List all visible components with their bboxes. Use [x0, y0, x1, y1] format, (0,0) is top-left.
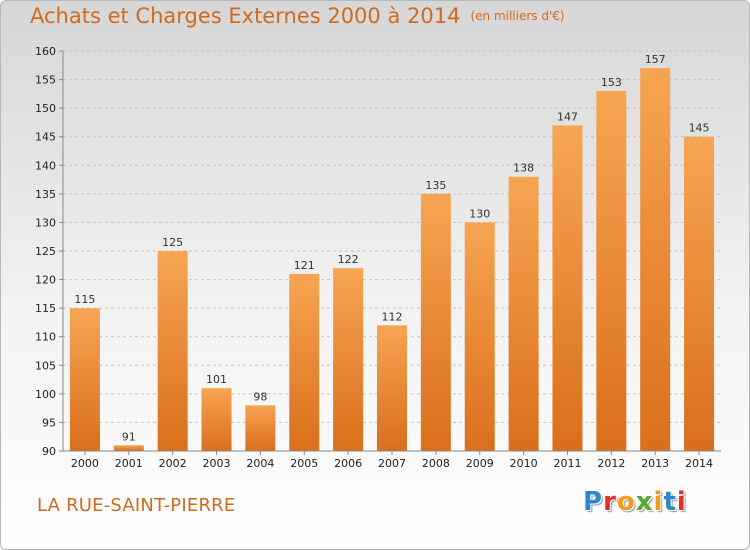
data-label: 130: [469, 207, 490, 220]
data-label: 122: [338, 253, 359, 266]
y-tick-label: 155: [35, 74, 56, 87]
x-tick-label: 2006: [334, 457, 362, 470]
y-tick-label: 100: [35, 388, 56, 401]
data-label: 101: [206, 373, 227, 386]
chart-title: Achats et Charges Externes 2000 à 2014 (e…: [30, 4, 565, 28]
data-label: 98: [253, 390, 267, 403]
x-tick-label: 2003: [203, 457, 231, 470]
data-label: 125: [162, 236, 183, 249]
x-tick-label: 2001: [115, 457, 143, 470]
bar: [377, 325, 407, 451]
y-tick-label: 140: [35, 159, 56, 172]
data-label: 121: [294, 259, 315, 272]
logo-letter: i: [676, 487, 687, 517]
y-tick-label: 160: [35, 45, 56, 58]
chart-title-text: Achats et Charges Externes 2000 à 2014: [30, 4, 461, 28]
y-tick-label: 150: [35, 102, 56, 115]
bar: [420, 193, 451, 451]
x-tick-label: 2012: [597, 457, 625, 470]
y-tick-label: 145: [35, 131, 56, 144]
y-tick-label: 90: [42, 445, 56, 458]
y-tick-label: 95: [42, 416, 56, 429]
data-labels: 115 91 125 101 98 121 122 112 135 130 138 147 153 157…: [74, 53, 709, 443]
x-tick-label: 2005: [290, 457, 318, 470]
y-tick-label: 120: [35, 274, 56, 287]
data-label: 147: [557, 110, 578, 123]
data-label: 112: [382, 310, 403, 323]
y-tick-label: 115: [35, 302, 56, 315]
x-tick-label: 2009: [466, 457, 494, 470]
bars: [69, 68, 715, 452]
x-tick-label: 2004: [246, 457, 274, 470]
x-tick-label: 2007: [378, 457, 406, 470]
data-label: 138: [513, 162, 534, 175]
proxiti-logo: Proxiti: [583, 487, 687, 517]
y-tick-label: 135: [35, 188, 56, 201]
x-tick-label: 2002: [159, 457, 187, 470]
bar: [464, 222, 495, 451]
data-label: 135: [425, 179, 446, 192]
bar: [289, 273, 320, 451]
y-tick-label: 105: [35, 359, 56, 372]
logo-letter: t: [663, 487, 677, 517]
logo-letter: o: [616, 487, 636, 517]
location-name: LA RUE-SAINT-PIERRE: [37, 495, 236, 516]
data-label: 91: [122, 430, 136, 443]
x-tick-label: 2008: [422, 457, 450, 470]
data-label: 153: [601, 76, 622, 89]
x-tick-label: 2000: [71, 457, 99, 470]
chart-subtitle: (en milliers d'€): [470, 9, 565, 23]
y-tick-label: 110: [35, 331, 56, 344]
y-axis-ticks: 90 95 100 105 110 115 120 125 130 135 140 145 150 155…: [35, 45, 63, 458]
bar: [113, 445, 144, 451]
logo-letter: P: [583, 487, 604, 517]
bar: [333, 268, 364, 451]
data-label: 145: [689, 122, 710, 135]
logo-letter: r: [603, 487, 617, 517]
bar: [201, 388, 232, 451]
bar: [596, 91, 627, 451]
y-tick-label: 125: [35, 245, 56, 258]
bar: [245, 405, 276, 451]
bar: [508, 176, 539, 451]
y-tick-label: 130: [35, 216, 56, 229]
x-axis-ticks: 2000 2001 2002 2003 2004 2005 2006 2007 2008 2009…: [71, 451, 713, 470]
bar: [552, 125, 583, 452]
data-label: 115: [74, 293, 95, 306]
logo-letter: x: [635, 487, 654, 517]
bar: [157, 251, 188, 451]
x-tick-label: 2010: [510, 457, 538, 470]
x-tick-label: 2013: [641, 457, 669, 470]
x-tick-label: 2014: [685, 457, 713, 470]
x-tick-label: 2011: [553, 457, 581, 470]
bar: [640, 68, 671, 452]
data-label: 157: [645, 53, 666, 66]
logo-letter: i: [653, 487, 664, 517]
bar: [684, 136, 715, 451]
bar: [69, 308, 100, 451]
